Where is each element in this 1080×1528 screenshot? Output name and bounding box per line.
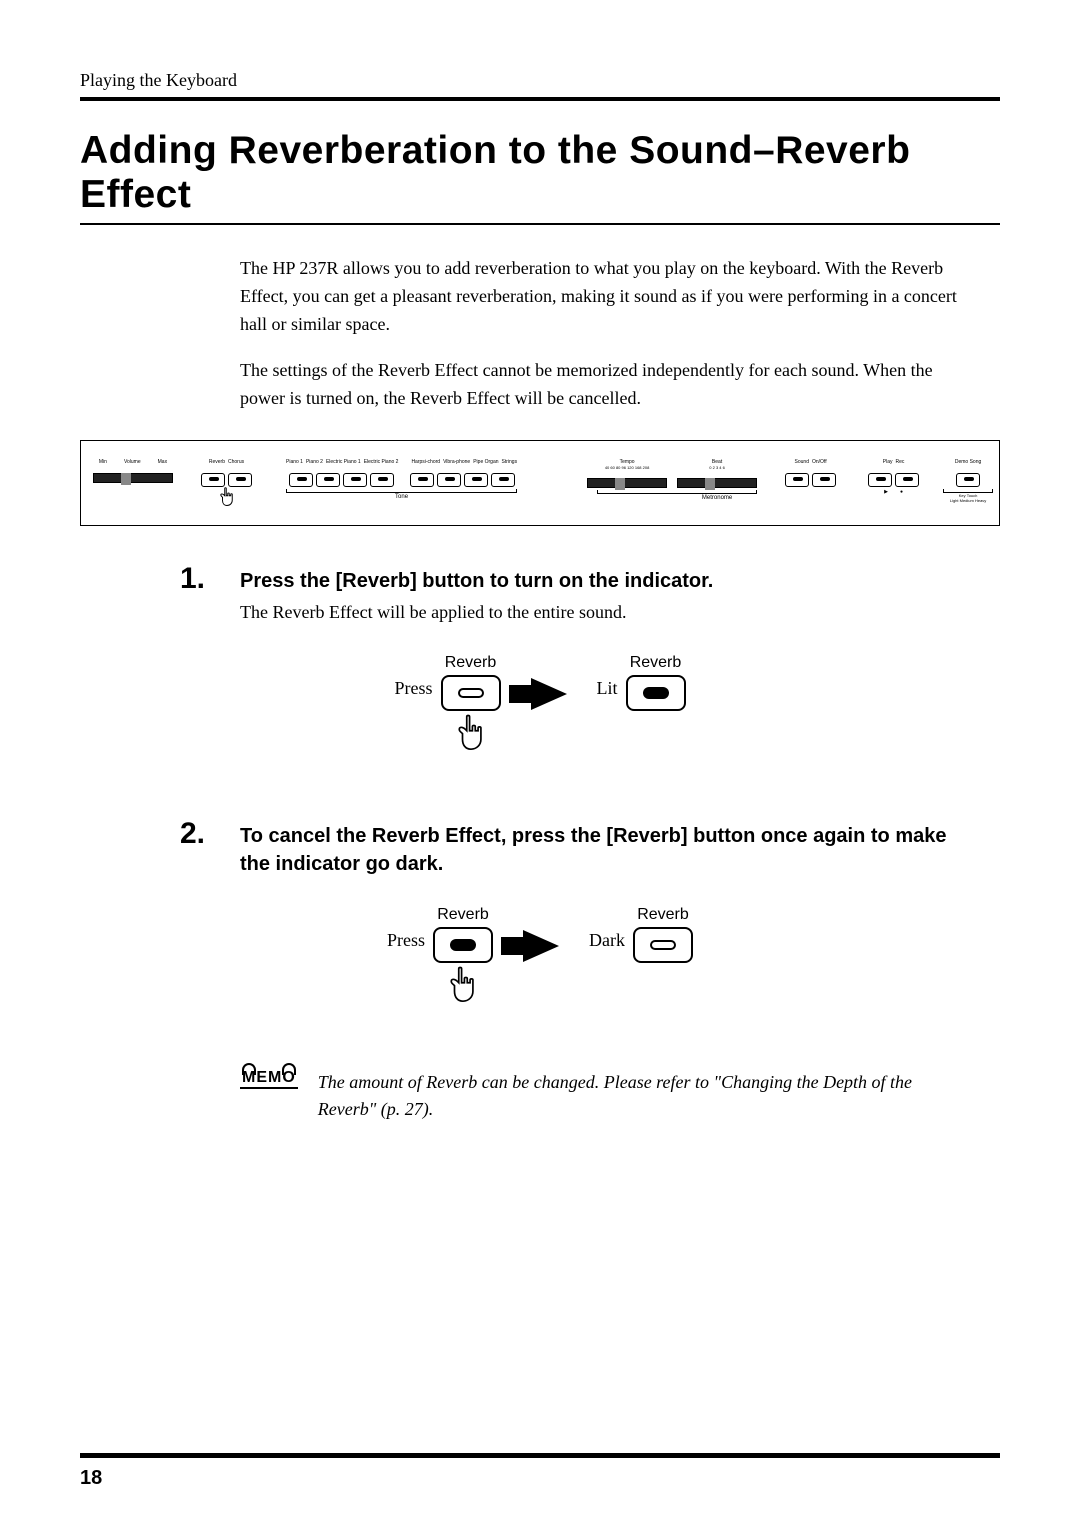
panel-volume: Min Volume Max: [93, 459, 173, 483]
panel-play-rec: Play Rec ▶ ●: [868, 459, 919, 495]
memo-icon: MEMO: [240, 1069, 298, 1089]
diag2-button-off: [633, 927, 693, 963]
page-title: Adding Reverberation to the Sound–Reverb…: [80, 129, 1000, 217]
tone-btn: [410, 473, 434, 487]
demo-btn: [956, 473, 980, 487]
tone-btn: [316, 473, 340, 487]
diag1-button-on: [626, 675, 686, 711]
tone-brace-label: Tone: [395, 494, 408, 500]
panel-tempo: Tempo 40 60 80 96 120 168 208: [587, 459, 667, 488]
diag2-right-label: Reverb: [637, 906, 689, 924]
metronome-brace: Metronome: [702, 495, 732, 501]
panel-tones: Piano 1 Piano 2 Electric Piano 1 Electri…: [286, 459, 517, 500]
reverb-button: [201, 473, 225, 487]
control-panel-illustration: Min Volume Max Reverb Chorus Piano 1: [80, 440, 1000, 526]
title-rule: [80, 223, 1000, 225]
step-1-text: The Reverb Effect will be applied to the…: [240, 599, 960, 626]
tone-btn: [289, 473, 313, 487]
tempo-ticks: 40 60 80 96 120 168 208: [605, 465, 650, 470]
step-1-number: 1.: [180, 562, 240, 596]
panel-demo: Demo Song Key Touch Light Medium Heavy: [943, 459, 993, 503]
tone-btn: [437, 473, 461, 487]
step-2-diagram: Press Reverb Dark Reverb: [80, 906, 1000, 1009]
intro-p1: The HP 237R allows you to add reverberat…: [240, 255, 960, 339]
step-2-number: 2.: [180, 817, 240, 851]
beat-ticks: 0 2 3 4 6: [709, 465, 725, 470]
tone-btn: [464, 473, 488, 487]
hand-pointer-icon: [446, 965, 480, 1009]
rec-icon: ●: [900, 489, 903, 495]
page-number: 18: [80, 1467, 102, 1490]
chorus-button: [228, 473, 252, 487]
volume-max: Max: [158, 459, 167, 465]
onoff-btn: [812, 473, 836, 487]
panel-sound-onoff: Sound On/Off: [785, 459, 836, 487]
arrow-right-icon: [523, 930, 559, 962]
diag2-press: Press: [387, 930, 425, 951]
rec-btn: [895, 473, 919, 487]
intro-p2: The settings of the Reverb Effect cannot…: [240, 357, 960, 413]
memo-block: MEMO The amount of Reverb can be changed…: [240, 1069, 940, 1123]
memo-text: The amount of Reverb can be changed. Ple…: [318, 1069, 940, 1123]
diag2-button-on: [433, 927, 493, 963]
tone-btn: [343, 473, 367, 487]
step-2: 2. To cancel the Reverb Effect, press th…: [180, 817, 960, 882]
tone-btn: [491, 473, 515, 487]
footer-rule: [80, 1453, 1000, 1458]
step-1-heading: Press the [Reverb] button to turn on the…: [240, 567, 960, 595]
play-btn: [868, 473, 892, 487]
step-1-diagram: Press Reverb Lit Reverb: [80, 654, 1000, 757]
diag2-left-label: Reverb: [437, 906, 489, 924]
diag1-lit: Lit: [597, 678, 618, 699]
section-header: Playing the Keyboard: [80, 70, 1000, 91]
diag1-left-label: Reverb: [445, 654, 497, 672]
diag1-right-label: Reverb: [630, 654, 682, 672]
volume-slider: [93, 473, 173, 483]
keytouch-vals: Light Medium Heavy: [950, 498, 986, 503]
intro-block: The HP 237R allows you to add reverberat…: [240, 255, 960, 412]
hand-pointer-icon: [454, 713, 488, 757]
step-2-heading: To cancel the Reverb Effect, press the […: [240, 822, 960, 878]
tempo-slider: [587, 478, 667, 488]
diag2-dark: Dark: [589, 930, 625, 951]
step-1: 1. Press the [Reverb] button to turn on …: [180, 562, 960, 648]
volume-label: Volume: [124, 459, 141, 465]
panel-reverb-chorus: Reverb Chorus: [201, 459, 252, 511]
diag1-button-off: [441, 675, 501, 711]
demo-label: Demo Song: [955, 459, 981, 465]
volume-min: Min: [99, 459, 107, 465]
beat-slider: [677, 478, 757, 488]
hand-pointer-icon: [218, 485, 236, 511]
panel-beat: Beat 0 2 3 4 6 Metronome: [677, 459, 757, 501]
diag1-press: Press: [394, 678, 432, 699]
header-rule: [80, 97, 1000, 101]
tone-btn: [370, 473, 394, 487]
play-icon: ▶: [884, 489, 888, 495]
arrow-right-icon: [531, 678, 567, 710]
sound-btn: [785, 473, 809, 487]
